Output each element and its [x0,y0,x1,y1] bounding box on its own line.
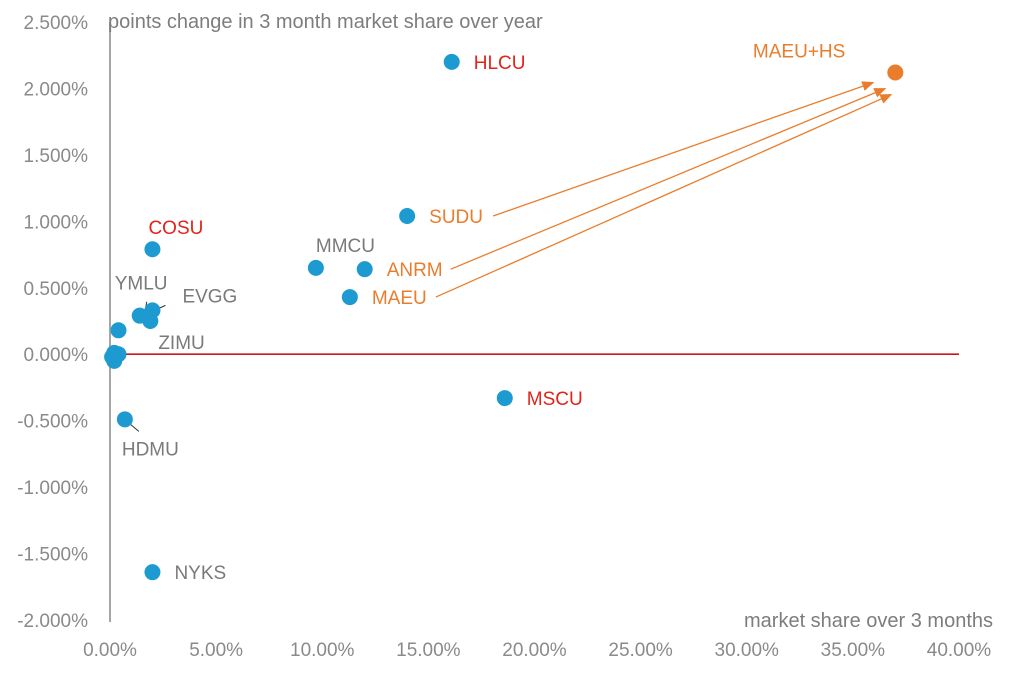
x-tick-label: 5.00% [189,640,243,661]
data-point [399,208,416,225]
x-tick-label: 20.00% [502,640,567,661]
data-point [307,259,324,276]
data-point [496,390,513,407]
point-label: COSU [148,218,203,239]
y-tick-label: -1.000% [17,478,88,499]
point-label: EVGG [182,286,237,307]
x-tick-label: 40.00% [927,640,992,661]
point-label: ZIMU [158,333,204,354]
data-point [356,261,373,278]
y-tick-label: 0.500% [24,279,89,300]
data-point [144,241,161,258]
y-tick-label: 2.000% [24,79,89,100]
data-point [142,313,159,329]
axes: 2.500% 2.000% 1.500% 1.000% 0.500% 0.000% -0.5… [17,13,991,661]
y-tick-label: -0.500% [17,412,88,433]
arrow-line [450,87,887,270]
y-tick-label: -1.500% [17,545,88,566]
point-label: MMCU [316,236,375,257]
point-labels: HLCU MAEU+HS SUDU COSU MMCU ANRM MAEU EVGG YMLU Z… [115,41,846,584]
point-label: NYKS [174,563,226,584]
point-label: ANRM [387,260,443,281]
x-tick-label: 0.00% [83,640,137,661]
data-point [144,564,161,581]
point-label: YMLU [115,274,168,295]
point-label: MAEU+HS [753,41,845,62]
y-tick-label: 1.500% [24,146,89,167]
point-label: SUDU [429,207,483,228]
x-tick-label: 10.00% [290,640,355,661]
data-point [106,352,123,369]
arrows [435,81,893,298]
data-point [887,64,904,81]
point-label: MSCU [527,389,583,410]
data-point [341,289,358,306]
x-tick-label: 25.00% [608,640,673,661]
point-label: MAEU [372,288,427,309]
data-point [443,53,460,70]
data-point [116,411,133,428]
x-tick-label: 30.00% [715,640,780,661]
y-tick-label: 2.500% [24,13,89,34]
data-point [110,322,127,339]
arrow-line [492,81,875,217]
data-points [104,53,904,581]
y-tick-label: -2.000% [17,611,88,632]
x-axis-title: market share over 3 months [744,610,993,632]
x-tick-label: 35.00% [821,640,886,661]
point-label: HDMU [122,439,179,460]
x-tick-label: 15.00% [396,640,461,661]
y-tick-label: 1.000% [24,212,89,233]
arrow-line [435,93,893,298]
y-tick-label: 0.000% [24,345,89,366]
y-axis-title: points change in 3 month market share ov… [108,11,543,33]
point-label: HLCU [474,53,526,74]
